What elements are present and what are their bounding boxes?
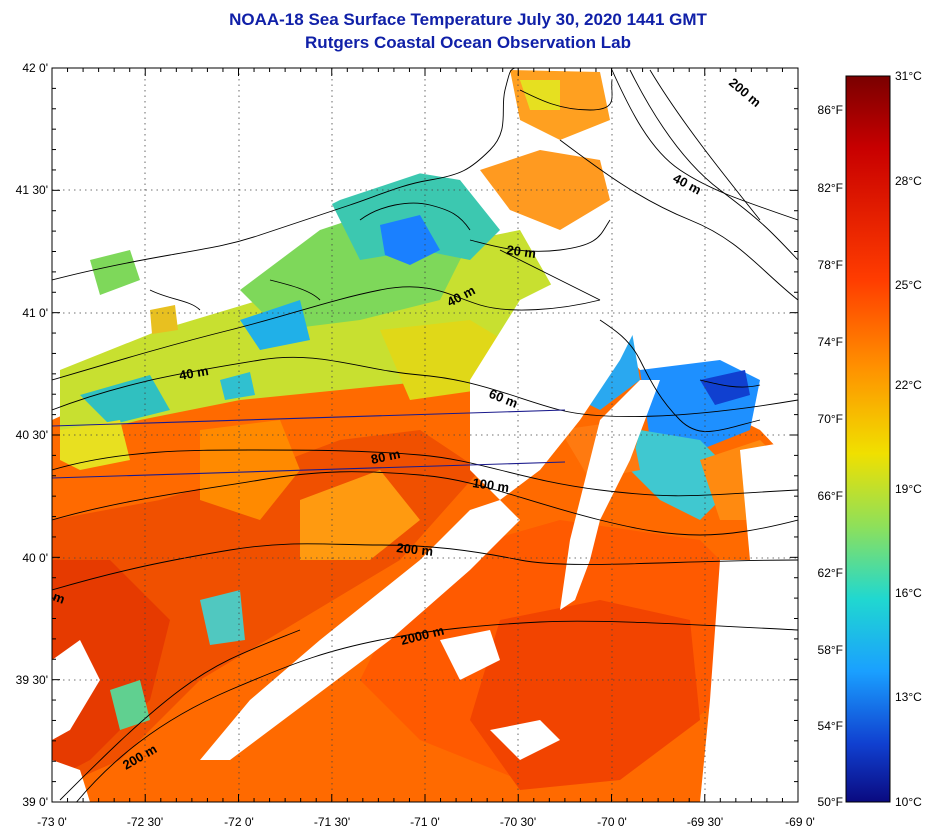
celsius-label: 31°C [895,69,922,83]
lat-label: 40 0' [22,551,48,565]
lat-label: 41 0' [22,306,48,320]
lon-label: -71 0' [410,815,440,829]
lat-label: 42 0' [22,61,48,75]
celsius-label: 28°C [895,174,922,188]
depth-label: 100 m [472,475,511,495]
depth-label: 40 m [178,363,210,383]
celsius-label: 13°C [895,690,922,704]
lat-label: 39 0' [22,795,48,809]
lon-label: -70 0' [597,815,627,829]
lon-label: -69 0' [785,815,815,829]
fahrenheit-label: 70°F [818,412,843,426]
fahrenheit-label: 78°F [818,258,843,272]
celsius-label: 16°C [895,586,922,600]
celsius-label: 19°C [895,482,922,496]
depth-label: m [51,589,67,607]
fahrenheit-scale: 86°F 82°F 78°F 74°F 70°F 66°F 62°F 58°F … [818,103,843,809]
celsius-label: 22°C [895,378,922,392]
temperature-colorbar [845,75,891,803]
lon-label: -73 0' [37,815,67,829]
lon-label: -72 0' [224,815,254,829]
lon-label: -69 30' [687,815,723,829]
map-subtitle: Rutgers Coastal Ocean Observation Lab [305,33,631,52]
sst-imagery [52,68,798,802]
depth-label: 200 m [396,540,434,559]
lat-label: 39 30' [16,673,48,687]
fahrenheit-label: 82°F [818,181,843,195]
satellite-tracks [52,409,566,479]
lon-label: -72 30' [127,815,163,829]
fahrenheit-label: 66°F [818,489,843,503]
fahrenheit-label: 58°F [818,643,843,657]
fahrenheit-label: 86°F [818,103,843,117]
lat-lon-grid [52,68,798,802]
fahrenheit-label: 50°F [818,795,843,809]
map-title: NOAA-18 Sea Surface Temperature July 30,… [229,10,707,29]
lon-label: -71 30' [314,815,350,829]
celsius-scale: 31°C 28°C 25°C 22°C 19°C 16°C 13°C 10°C [895,69,922,809]
fahrenheit-label: 62°F [818,566,843,580]
lat-label: 41 30' [16,183,48,197]
fahrenheit-label: 74°F [818,335,843,349]
celsius-label: 25°C [895,278,922,292]
lon-label: -70 30' [500,815,536,829]
lat-label: 40 30' [16,428,48,442]
bathymetry-contours [52,69,798,802]
celsius-label: 10°C [895,795,922,809]
coastline [52,68,761,432]
frame-ticks [51,67,799,803]
depth-label: 20 m [506,242,537,261]
depth-label: 80 m [370,446,402,467]
fahrenheit-label: 54°F [818,719,843,733]
